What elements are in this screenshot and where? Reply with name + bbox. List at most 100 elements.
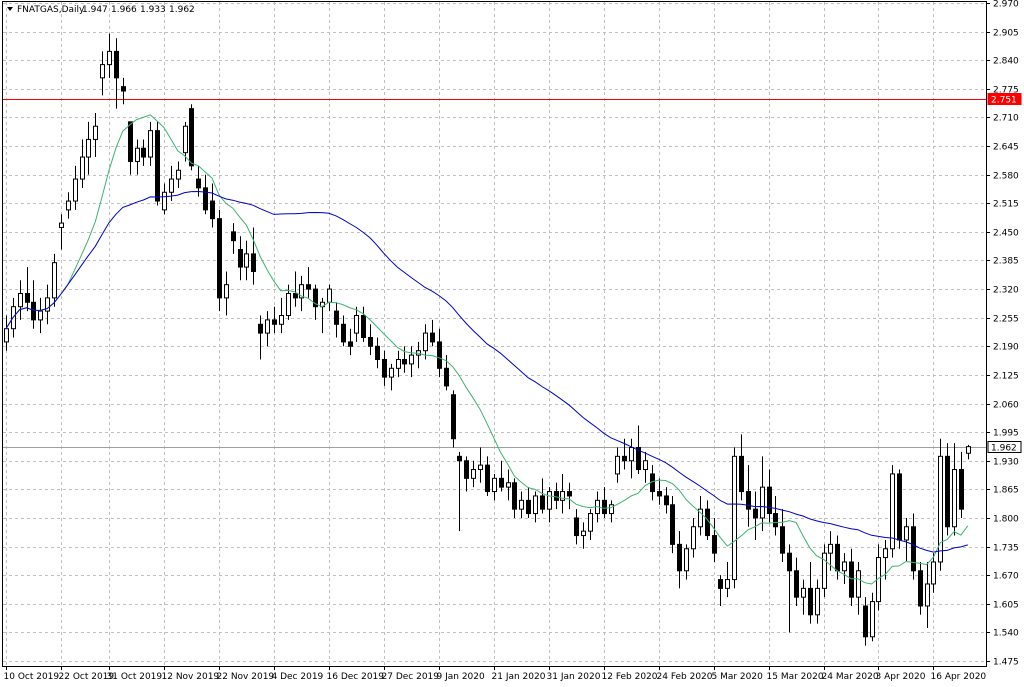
candle-body-down [753, 508, 758, 519]
x-tick-label: 16 Dec 2019 [327, 672, 385, 682]
candle-body-up [931, 561, 936, 585]
candle [657, 478, 662, 505]
x-tick-label: 21 Jan 2020 [492, 672, 546, 682]
candle-body-up [93, 125, 98, 140]
candle [73, 165, 78, 210]
moving-average-line [5, 190, 968, 553]
candle [279, 297, 284, 334]
candle-body-down [141, 147, 146, 158]
level-price-tag-text: 2.751 [991, 96, 1017, 106]
candle [567, 482, 572, 510]
candle-body-down [602, 499, 607, 515]
candle [636, 425, 641, 474]
candle [423, 324, 428, 360]
candle [471, 460, 476, 488]
candle [224, 271, 229, 316]
candle [348, 328, 353, 356]
candle [718, 575, 723, 606]
y-tick-label: 1.475 [993, 658, 1019, 668]
y-tick-label: 1.670 [993, 572, 1019, 582]
y-tick-label: 2.125 [993, 372, 1019, 382]
candle-body-up [519, 499, 524, 510]
candle-body-down [554, 491, 559, 501]
candle [45, 284, 50, 325]
candle-body-down [196, 178, 201, 189]
x-tick-label: 27 Dec 2019 [382, 672, 440, 682]
last-price-tag-text: 1.962 [991, 444, 1017, 454]
candle-body-down [238, 248, 243, 268]
candle [602, 487, 607, 518]
candle [231, 223, 236, 254]
candle-body-up [18, 292, 23, 308]
candle [808, 561, 813, 624]
candle-body-down [306, 284, 311, 290]
candle-body-down [767, 486, 772, 515]
candle-body-down [189, 108, 194, 167]
candle-body-down [512, 482, 517, 510]
candle [519, 491, 524, 518]
axis-layer: 2.970 2.905 2.840 2.775 2.710 2.645 2.580 2.515… [4, 0, 1022, 682]
candle-body-down [499, 477, 504, 488]
candle-body-up [38, 310, 43, 321]
candle-body-up [822, 552, 827, 589]
candle-body-down [375, 345, 380, 361]
y-tick-label: 2.710 [993, 114, 1019, 124]
y-tick-label: 2.255 [993, 315, 1019, 325]
x-tick-label: 5 Mar 2020 [712, 672, 764, 682]
candle [361, 306, 366, 342]
dropdown-triangle-icon[interactable] [7, 7, 13, 11]
candle-body-down [849, 561, 854, 598]
candle-body-up [870, 601, 875, 638]
candle [712, 517, 717, 562]
candle [780, 509, 785, 562]
plot-frame [2, 1, 987, 667]
y-tick-label: 2.320 [993, 286, 1019, 296]
candle-body-down [348, 341, 353, 347]
candle [767, 469, 772, 523]
candle [677, 531, 682, 589]
candle-body-up [100, 64, 105, 79]
candle-body-down [451, 394, 456, 440]
candle-body-down [313, 288, 318, 308]
candle-body-up [107, 50, 112, 66]
candle [86, 121, 91, 175]
candle-body-up [760, 486, 765, 519]
chart-header: FNATGAS,Daily 1.947 1.966 1.933 1.962 [7, 5, 195, 15]
candle [492, 473, 497, 501]
x-tick-label: 4 Dec 2019 [272, 672, 324, 682]
y-tick-label: 1.865 [993, 486, 1019, 496]
candle [162, 183, 167, 215]
candle-body-down [121, 86, 126, 92]
candle [485, 456, 490, 496]
candle [272, 306, 277, 334]
candle-body-down [712, 535, 717, 554]
candle [389, 363, 394, 391]
candle [588, 509, 593, 540]
x-tick-label: 12 Feb 2020 [602, 672, 658, 682]
candle [402, 346, 407, 373]
candle-body-down [464, 460, 469, 479]
candle [540, 478, 545, 514]
candle-body-up [938, 455, 943, 563]
candle-body-up [279, 314, 284, 325]
candle-body-up [224, 284, 229, 299]
y-tick-label: 2.645 [993, 143, 1019, 153]
candle [478, 447, 483, 483]
last-price-tag-border [987, 441, 1022, 453]
candle-body-down [210, 200, 215, 220]
candle-body-up [478, 464, 483, 471]
candle [684, 544, 689, 580]
candle-body-up [629, 447, 634, 462]
candle-body-down [217, 218, 222, 299]
candle-body-down [657, 491, 662, 497]
y-tick-label: 1.930 [993, 458, 1019, 468]
candle-body-down [334, 310, 339, 325]
candle [691, 517, 696, 558]
candle-body-up [327, 288, 332, 303]
candle [849, 548, 854, 606]
candle [842, 553, 847, 584]
candle [904, 517, 909, 562]
x-tick-label: 24 Mar 2020 [822, 672, 879, 682]
candle-body-up [883, 548, 888, 559]
